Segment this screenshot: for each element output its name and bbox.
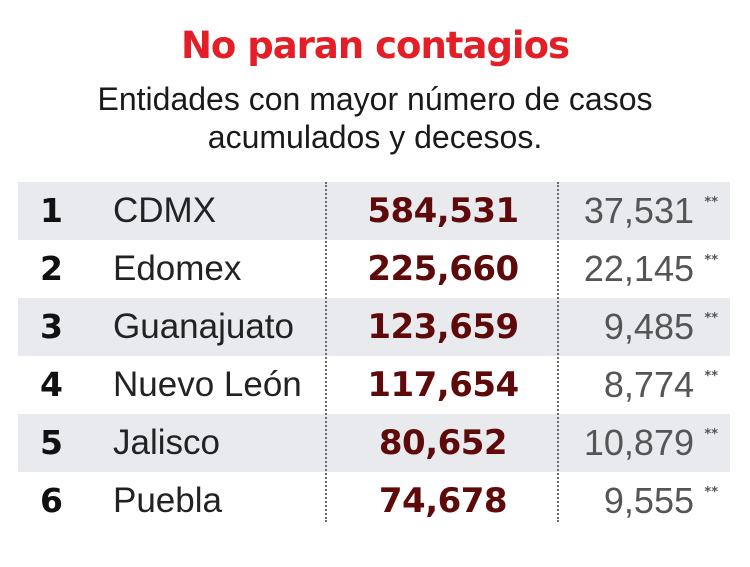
table-row: 4 Nuevo León 117,654 8,774 ** (18, 356, 730, 414)
state-cell: Jalisco (113, 423, 220, 462)
table-row: 3 Guanajuato 123,659 9,485 ** (18, 298, 730, 356)
column-divider-cases (325, 182, 327, 522)
deaths-cell: 9,485 (603, 306, 694, 347)
cases-cell: 123,659 (367, 307, 519, 347)
deaths-cell: 10,879 (583, 422, 694, 463)
table-row: 5 Jalisco 80,652 10,879 ** (18, 414, 730, 472)
subtitle-line-1: Entidades con mayor número de casos (97, 81, 653, 117)
cases-cell: 584,531 (367, 191, 519, 231)
deaths-cell: 37,531 (583, 190, 694, 231)
table-row: 1 CDMX 584,531 37,531 ** (18, 182, 730, 240)
footnote-mark: ** (704, 195, 718, 210)
subtitle-line-2: acumulados y decesos. (207, 119, 543, 155)
cases-cell: 117,654 (367, 365, 519, 405)
deaths-cell: 22,145 (583, 248, 694, 289)
cases-cell: 225,660 (367, 249, 519, 289)
state-cell: CDMX (113, 191, 217, 230)
column-divider-deaths (557, 182, 559, 522)
table-row: 6 Puebla 74,678 9,555 ** (18, 472, 730, 530)
footnote-mark: ** (704, 427, 718, 442)
footnote-mark: ** (704, 311, 718, 326)
state-cell: Nuevo León (113, 365, 302, 404)
rank-cell: 5 (40, 423, 63, 462)
footnote-mark: ** (704, 253, 718, 268)
rank-cell: 6 (40, 481, 63, 520)
chart-title: No paran contagios (180, 24, 570, 67)
rank-cell: 3 (40, 307, 63, 346)
state-cell: Guanajuato (113, 307, 294, 346)
state-cell: Edomex (113, 249, 242, 288)
rank-cell: 1 (40, 191, 63, 230)
rank-cell: 4 (40, 365, 63, 404)
deaths-cell: 8,774 (603, 364, 694, 405)
cases-cell: 80,652 (378, 423, 508, 463)
cases-cell: 74,678 (378, 481, 508, 521)
footnote-mark: ** (704, 369, 718, 384)
deaths-cell: 9,555 (603, 480, 694, 521)
state-cell: Puebla (113, 481, 222, 520)
chart-subtitle: Entidades con mayor número de casos acum… (0, 80, 750, 156)
rank-cell: 2 (40, 249, 63, 288)
table-row: 2 Edomex 225,660 22,145 ** (18, 240, 730, 298)
data-table: 1 CDMX 584,531 37,531 ** 2 Edomex 225,66… (18, 182, 730, 530)
footnote-mark: ** (704, 485, 718, 500)
